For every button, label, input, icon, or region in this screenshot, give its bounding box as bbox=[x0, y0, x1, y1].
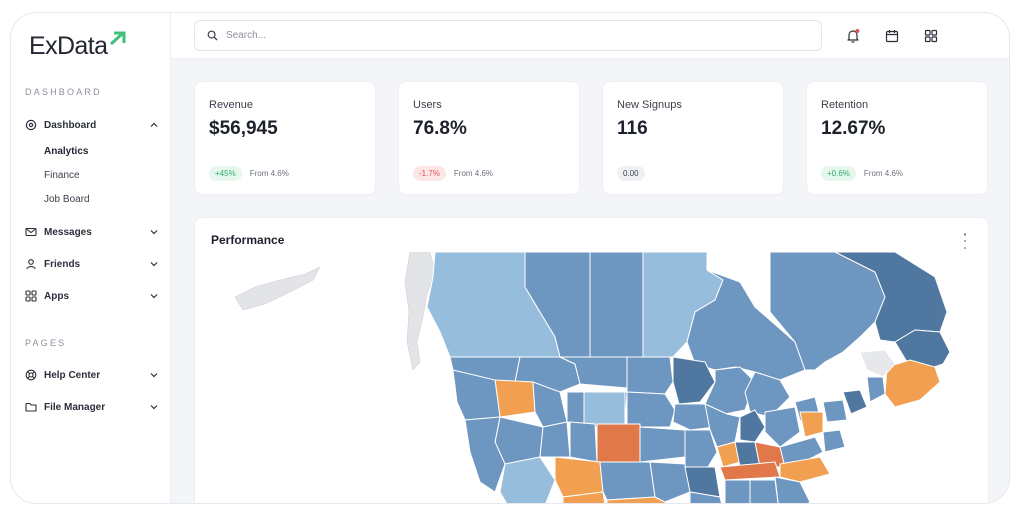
notification-bell-icon[interactable] bbox=[845, 28, 861, 44]
user-icon bbox=[25, 258, 37, 270]
stat-card-retention: Retention 12.67% +0.6% From 4.6% bbox=[806, 81, 988, 195]
logo[interactable]: ExData bbox=[29, 30, 126, 62]
sidebar-item-help-center[interactable]: Help Center bbox=[25, 365, 159, 385]
stat-compare: From 4.6% bbox=[453, 169, 494, 178]
stat-compare: From 4.6% bbox=[249, 169, 289, 178]
sidebar-item-label: Apps bbox=[44, 290, 69, 302]
sidebar-item-file-manager[interactable]: File Manager bbox=[25, 397, 159, 417]
sidebar-item-dashboard[interactable]: Dashboard bbox=[25, 115, 159, 135]
logo-arrow-icon bbox=[108, 31, 126, 52]
stat-card-revenue: Revenue $56,945 +45% From 4.6% bbox=[194, 81, 376, 195]
chevron-down-icon bbox=[149, 291, 159, 301]
sidebar-item-label: File Manager bbox=[44, 401, 106, 413]
stat-label: New Signups bbox=[617, 99, 682, 111]
map-region[interactable] bbox=[449, 356, 886, 504]
stat-label: Retention bbox=[821, 99, 869, 111]
search-input[interactable]: Search... bbox=[194, 20, 822, 51]
sidebar-item-messages[interactable]: Messages bbox=[25, 222, 159, 242]
trend-badge: +0.6% bbox=[821, 166, 856, 181]
stat-card-users: Users 76.8% -1.7% From 4.6% bbox=[398, 81, 580, 195]
trend-badge: -1.7% bbox=[413, 166, 446, 181]
calendar-icon[interactable] bbox=[884, 28, 900, 44]
panel-title: Performance bbox=[211, 233, 285, 247]
dashboard-icon bbox=[25, 119, 37, 131]
stat-value: 12.67% bbox=[821, 118, 886, 139]
search-placeholder: Search... bbox=[226, 30, 267, 41]
app-window: ExData DASHBOARD Dashboard Analytics Fin… bbox=[10, 12, 1010, 504]
stat-footer: +45% From 4.6% bbox=[209, 166, 289, 181]
stat-compare: From 4.6% bbox=[863, 169, 904, 178]
search-icon bbox=[207, 30, 218, 41]
sidebar-subitem-analytics[interactable]: Analytics bbox=[44, 146, 89, 157]
stat-value: 76.8% bbox=[413, 118, 467, 139]
section-label-dashboard: DASHBOARD bbox=[25, 87, 102, 97]
section-label-pages: PAGES bbox=[25, 338, 67, 348]
performance-panel: Performance bbox=[194, 217, 989, 504]
sidebar-item-friends[interactable]: Friends bbox=[25, 254, 159, 274]
sidebar-item-label: Friends bbox=[44, 258, 81, 270]
sidebar-subitem-job-board[interactable]: Job Board bbox=[44, 194, 90, 205]
mail-icon bbox=[25, 226, 37, 238]
sidebar-item-apps[interactable]: Apps bbox=[25, 286, 159, 306]
logo-text: ExData bbox=[29, 32, 108, 60]
stat-footer: +0.6% From 4.6% bbox=[821, 166, 903, 181]
stat-label: Revenue bbox=[209, 99, 254, 111]
stat-label: Users bbox=[413, 99, 442, 111]
sidebar: ExData DASHBOARD Dashboard Analytics Fin… bbox=[11, 13, 171, 503]
chevron-down-icon bbox=[149, 402, 159, 412]
alaska-shape bbox=[234, 252, 436, 371]
sidebar-item-label: Messages bbox=[44, 226, 92, 238]
stat-footer: -1.7% From 4.6% bbox=[413, 166, 493, 181]
stat-value: $56,945 bbox=[209, 118, 278, 139]
stat-value: 116 bbox=[617, 118, 648, 139]
apps-grid-icon[interactable] bbox=[923, 28, 939, 44]
more-options-icon[interactable] bbox=[962, 233, 968, 249]
chevron-down-icon bbox=[149, 259, 159, 269]
trend-badge: +45% bbox=[209, 166, 242, 181]
map-region[interactable] bbox=[426, 252, 951, 408]
chevron-up-icon bbox=[149, 120, 159, 130]
stat-footer: 0.00 bbox=[617, 166, 653, 181]
sidebar-item-label: Help Center bbox=[44, 369, 101, 381]
trend-badge: 0.00 bbox=[617, 166, 645, 181]
lifebuoy-icon bbox=[25, 369, 37, 381]
folder-icon bbox=[25, 401, 37, 413]
stat-card-new-signups: New Signups 116 0.00 bbox=[602, 81, 784, 195]
sidebar-item-label: Dashboard bbox=[44, 119, 97, 131]
choropleth-map bbox=[234, 252, 951, 504]
topbar: Search... bbox=[171, 13, 1009, 59]
chevron-down-icon bbox=[149, 370, 159, 380]
sidebar-subitem-finance[interactable]: Finance bbox=[44, 170, 80, 181]
grid-icon bbox=[25, 290, 37, 302]
chevron-down-icon bbox=[149, 227, 159, 237]
